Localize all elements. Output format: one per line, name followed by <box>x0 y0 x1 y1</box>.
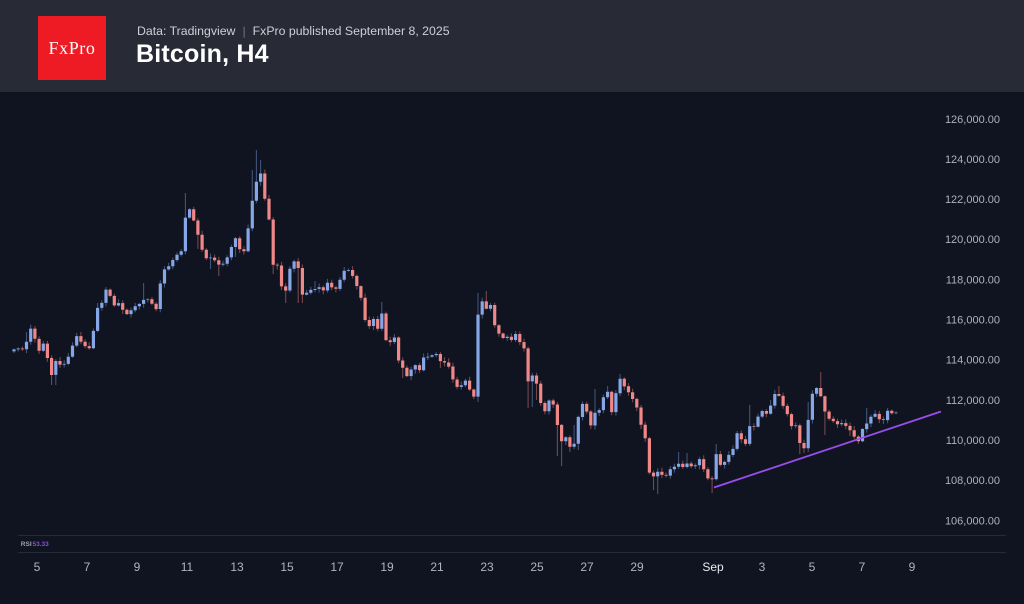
svg-text:120,000.00: 120,000.00 <box>945 234 1000 246</box>
svg-text:21: 21 <box>430 560 444 574</box>
svg-text:RSI: RSI <box>21 541 32 548</box>
svg-text:19: 19 <box>380 560 394 574</box>
svg-text:9: 9 <box>909 560 916 574</box>
svg-text:126,000.00: 126,000.00 <box>945 114 1000 126</box>
svg-text:7: 7 <box>859 560 866 574</box>
svg-text:9: 9 <box>134 560 141 574</box>
svg-text:124,000.00: 124,000.00 <box>945 154 1000 166</box>
svg-text:116,000.00: 116,000.00 <box>946 315 1000 327</box>
svg-text:118,000.00: 118,000.00 <box>946 274 1000 286</box>
svg-text:13: 13 <box>230 560 244 574</box>
svg-text:112,000.00: 112,000.00 <box>946 395 1000 407</box>
svg-text:15: 15 <box>280 560 294 574</box>
svg-text:106,000.00: 106,000.00 <box>945 515 1000 527</box>
svg-text:53.33: 53.33 <box>33 541 50 548</box>
svg-text:5: 5 <box>809 560 816 574</box>
svg-text:108,000.00: 108,000.00 <box>945 475 1000 487</box>
svg-text:17: 17 <box>330 560 344 574</box>
svg-text:7: 7 <box>84 560 91 574</box>
svg-text:27: 27 <box>580 560 594 574</box>
svg-text:3: 3 <box>759 560 766 574</box>
svg-text:Sep: Sep <box>702 560 724 574</box>
svg-text:122,000.00: 122,000.00 <box>945 194 1000 206</box>
svg-text:23: 23 <box>480 560 494 574</box>
svg-text:114,000.00: 114,000.00 <box>946 355 1000 367</box>
svg-text:5: 5 <box>34 560 41 574</box>
svg-text:110,000.00: 110,000.00 <box>946 435 1000 447</box>
svg-text:29: 29 <box>630 560 644 574</box>
svg-text:25: 25 <box>530 560 544 574</box>
svg-text:11: 11 <box>181 560 194 574</box>
